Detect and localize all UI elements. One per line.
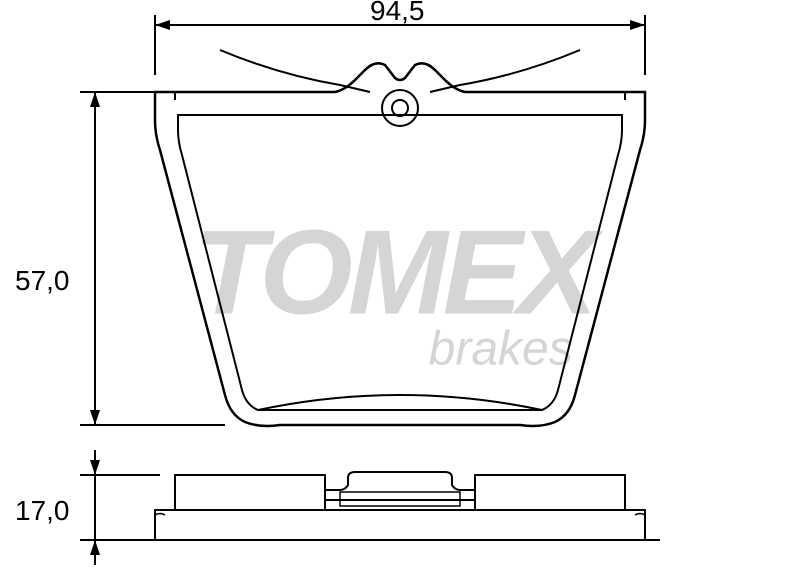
drawing-svg [0,0,786,580]
brake-pad-side-view [140,472,660,540]
brake-pad-front-view [155,50,645,426]
dimension-thickness [80,450,160,565]
technical-drawing: TOMEX brakes [0,0,786,580]
dimension-height [80,92,225,425]
dimension-width [155,15,645,75]
